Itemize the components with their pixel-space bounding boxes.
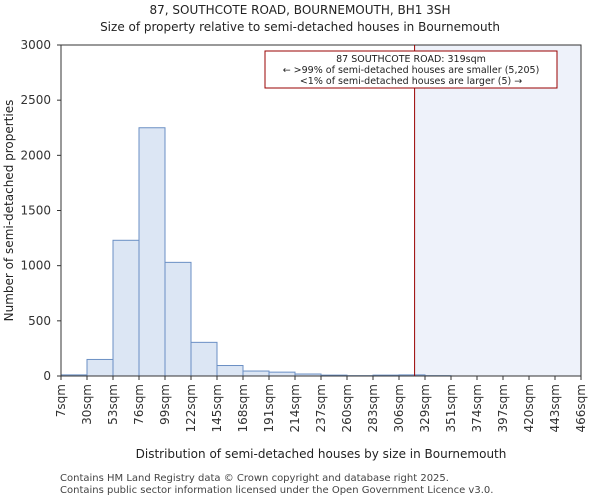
x-axis-label: Distribution of semi-detached houses by … <box>136 447 507 461</box>
x-tick-label: 7sqm <box>54 384 68 417</box>
x-tick-label: 99sqm <box>158 384 172 425</box>
x-tick-label: 53sqm <box>106 384 120 425</box>
histogram-bar <box>190 341 218 377</box>
annotation-box <box>264 50 558 89</box>
larger-region-shade <box>414 45 581 376</box>
histogram-bar <box>164 261 192 377</box>
x-tick-label: 122sqm <box>184 384 198 432</box>
y-tick-label: 3000 <box>20 38 51 52</box>
histogram-bar <box>268 371 296 377</box>
x-tick-label: 351sqm <box>444 384 458 432</box>
histogram-bar <box>86 358 114 377</box>
x-tick-label: 191sqm <box>262 384 276 432</box>
histogram-bar <box>242 370 270 377</box>
y-tick-label: 500 <box>28 314 51 328</box>
x-tick-label: 260sqm <box>340 384 354 432</box>
x-tick-label: 283sqm <box>366 384 380 432</box>
histogram-bar <box>216 365 244 377</box>
y-tick-label: 0 <box>43 369 51 383</box>
chart-title-address: 87, SOUTHCOTE ROAD, BOURNEMOUTH, BH1 3SH <box>149 3 451 17</box>
x-tick-label: 145sqm <box>210 384 224 432</box>
y-axis-label: Number of semi-detached properties <box>2 100 16 322</box>
x-tick-label: 329sqm <box>418 384 432 432</box>
histogram-bar <box>112 239 140 377</box>
annotation-text: 87 SOUTHCOTE ROAD: 319sqm <box>336 54 486 65</box>
x-tick-label: 420sqm <box>522 384 536 432</box>
x-tick-label: 466sqm <box>574 384 588 432</box>
x-tick-label: 443sqm <box>548 384 562 432</box>
histogram-bar <box>138 127 166 377</box>
x-tick-label: 168sqm <box>236 384 250 432</box>
y-tick-label: 1000 <box>20 259 51 273</box>
x-tick-label: 374sqm <box>470 384 484 432</box>
y-tick-label: 2500 <box>20 93 51 107</box>
chart-title: Size of property relative to semi-detach… <box>100 20 500 34</box>
x-tick-label: 237sqm <box>314 384 328 432</box>
annotation-text: ← >99% of semi-detached houses are small… <box>283 65 540 76</box>
footer-copyright: Contains HM Land Registry data © Crown c… <box>60 473 449 484</box>
y-tick-label: 1500 <box>20 204 51 218</box>
y-tick-label: 2000 <box>20 148 51 162</box>
x-tick-label: 30sqm <box>80 384 94 425</box>
x-tick-label: 306sqm <box>392 384 406 432</box>
x-tick-label: 397sqm <box>496 384 510 432</box>
x-tick-label: 76sqm <box>132 384 146 425</box>
annotation-text: <1% of semi-detached houses are larger (… <box>300 76 522 87</box>
footer-licence: Contains public sector information licen… <box>60 485 494 496</box>
x-tick-label: 214sqm <box>288 384 302 432</box>
